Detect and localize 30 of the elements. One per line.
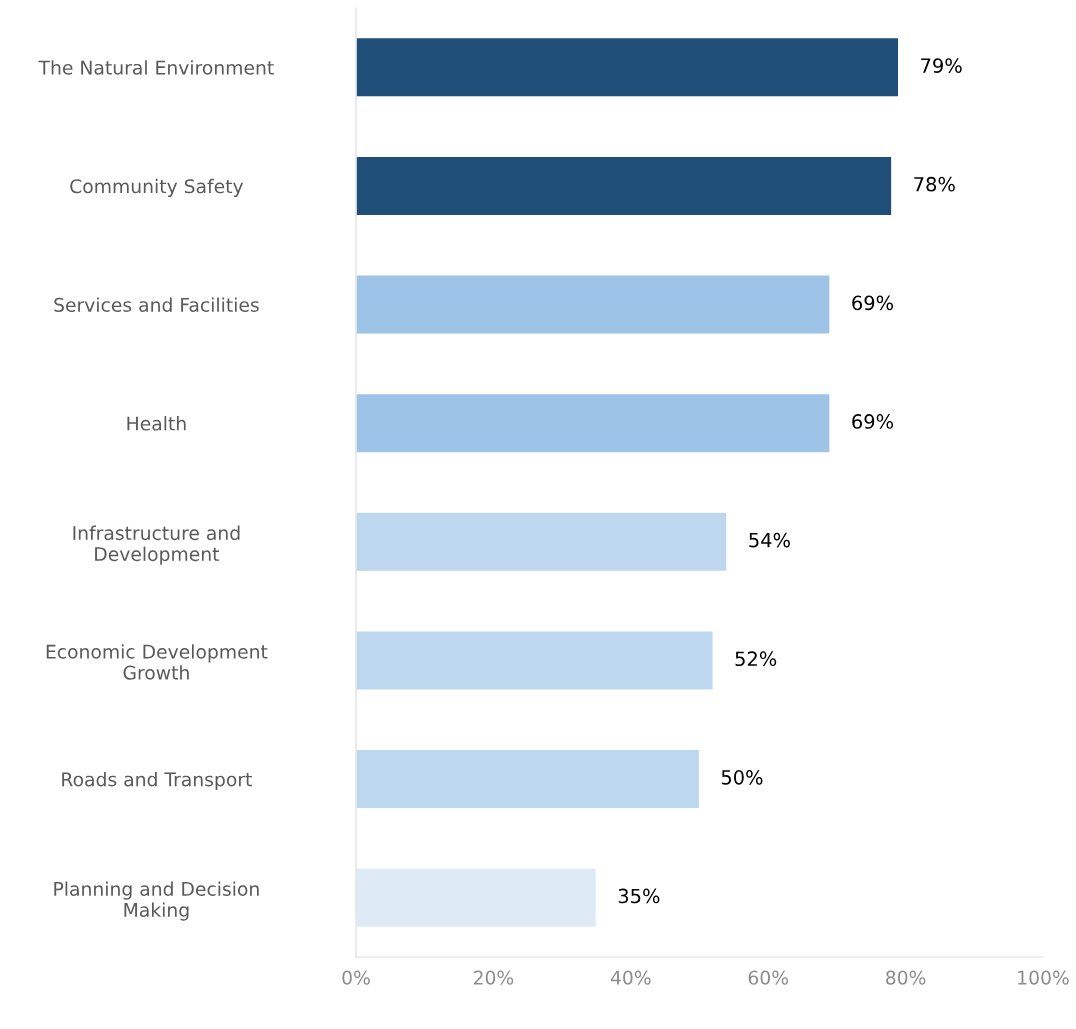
data-label: 69%: [852, 295, 894, 311]
bar: [356, 748, 701, 810]
bar: [356, 630, 714, 691]
bar: [356, 392, 831, 454]
x-tick-label: 80%: [886, 970, 926, 985]
data-label: 35%: [618, 888, 660, 904]
y-tick-label: Roads and Transport: [62, 771, 252, 791]
x-tick-label: 0%: [342, 970, 370, 985]
bar: [356, 511, 728, 573]
data-label: 52%: [735, 651, 777, 667]
y-tick-label: The Natural Environment: [38, 60, 274, 75]
data-label: 54%: [749, 532, 790, 548]
bar: [356, 274, 831, 335]
x-tick-label: 20%: [473, 970, 514, 985]
y-tick-label: Infrastructure and Development: [73, 525, 240, 565]
y-tick-label: Planning and Decision Making: [54, 881, 259, 921]
y-tick-label: Services and Facilities: [54, 297, 259, 312]
x-tick-label: 60%: [748, 970, 788, 985]
bar: [356, 867, 598, 929]
bar: [356, 155, 893, 217]
data-label: 78%: [914, 176, 955, 192]
data-label: 79%: [921, 58, 962, 73]
x-tick-label: 100%: [1018, 970, 1069, 985]
data-label: 69%: [852, 414, 894, 429]
y-tick-label: Community Safety: [70, 178, 244, 197]
bar: [356, 36, 900, 98]
y-tick-label: Health: [127, 416, 186, 431]
x-tick-label: 40%: [610, 970, 651, 985]
data-label: 50%: [721, 770, 763, 785]
y-tick-label: Economic Development Growth: [46, 644, 268, 680]
